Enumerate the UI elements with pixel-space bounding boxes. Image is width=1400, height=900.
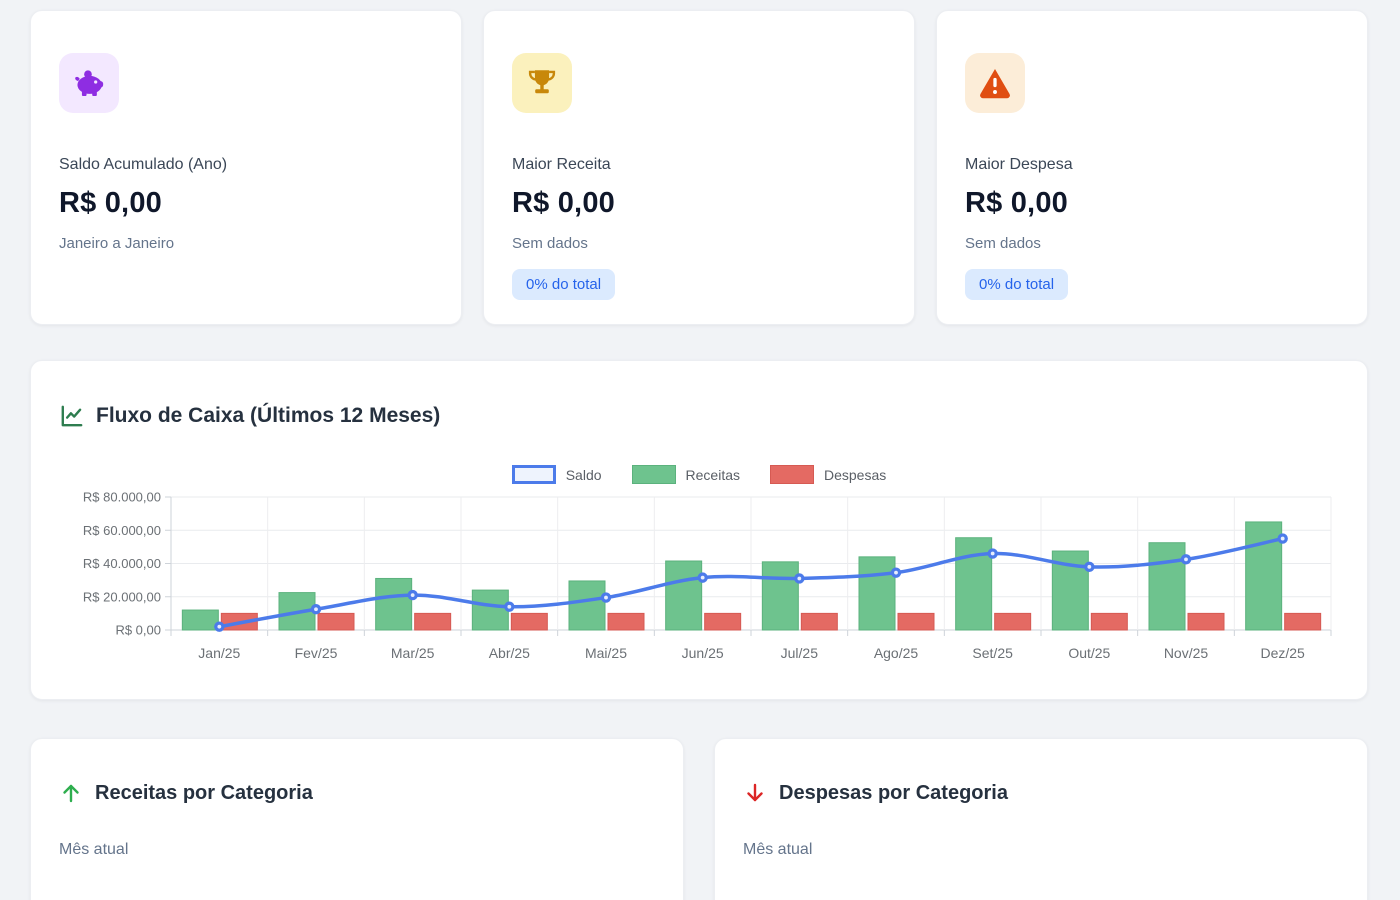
bar-despesas-Nov/25 bbox=[1187, 612, 1225, 631]
svg-text:Set/25: Set/25 bbox=[972, 645, 1013, 661]
stat-card-subtitle: Janeiro a Janeiro bbox=[59, 235, 175, 252]
stat-card-subtitle: Sem dados bbox=[512, 235, 588, 252]
despesas-por-categoria-card: Despesas por Categoria Mês atual bbox=[714, 738, 1368, 900]
percent-of-total-badge: 0% do total bbox=[965, 269, 1069, 300]
bar-receitas-Jun/25 bbox=[665, 560, 703, 631]
bar-receitas-Nov/25 bbox=[1148, 542, 1186, 631]
stat-card-value: R$ 0,00 bbox=[965, 187, 1068, 219]
svg-text:R$ 60.000,00: R$ 60.000,00 bbox=[83, 523, 161, 538]
bar-despesas-Mar/25 bbox=[414, 612, 452, 631]
arrow-up-icon bbox=[59, 781, 83, 805]
chart-line-icon bbox=[59, 403, 85, 429]
legend-item-despesas[interactable]: Despesas bbox=[770, 465, 886, 484]
svg-text:Mai/25: Mai/25 bbox=[585, 645, 627, 661]
bar-despesas-Ago/25 bbox=[897, 612, 935, 631]
bar-despesas-Jul/25 bbox=[800, 612, 838, 631]
bar-receitas-Abr/25 bbox=[471, 589, 509, 631]
bar-despesas-Fev/25 bbox=[317, 612, 355, 631]
bar-despesas-Dez/25 bbox=[1284, 612, 1322, 631]
svg-text:Mar/25: Mar/25 bbox=[391, 645, 435, 661]
svg-text:R$ 40.000,00: R$ 40.000,00 bbox=[83, 556, 161, 571]
stat-card-title: Maior Receita bbox=[512, 156, 611, 173]
receitas-title-row: Receitas por Categoria bbox=[59, 781, 655, 805]
svg-text:Nov/25: Nov/25 bbox=[1164, 645, 1209, 661]
legend-swatch-receitas bbox=[631, 465, 676, 484]
stats-row: Saldo Acumulado (Ano) R$ 0,00 Janeiro a … bbox=[30, 10, 1368, 325]
bar-receitas-Jan/25 bbox=[181, 609, 219, 631]
svg-text:Jan/25: Jan/25 bbox=[198, 645, 240, 661]
legend-swatch-saldo bbox=[511, 465, 556, 484]
saldo-line bbox=[217, 536, 1285, 629]
despesas-title-row: Despesas por Categoria bbox=[743, 781, 1339, 805]
bar-despesas-Abr/25 bbox=[510, 612, 548, 631]
svg-text:Ago/25: Ago/25 bbox=[874, 645, 919, 661]
stat-card-saldo-acumulado: Saldo Acumulado (Ano) R$ 0,00 Janeiro a … bbox=[30, 10, 462, 325]
stat-card-title: Saldo Acumulado (Ano) bbox=[59, 156, 228, 173]
despesas-section-title: Despesas por Categoria bbox=[779, 781, 1008, 804]
receitas-section-subtitle: Mês atual bbox=[59, 841, 129, 858]
stat-card-maior-despesa: Maior Despesa R$ 0,00 Sem dados 0% do to… bbox=[936, 10, 1368, 325]
svg-text:Abr/25: Abr/25 bbox=[489, 645, 530, 661]
bar-despesas-Jun/25 bbox=[704, 612, 742, 631]
svg-text:Jun/25: Jun/25 bbox=[682, 645, 724, 661]
bar-despesas-Mai/25 bbox=[607, 612, 645, 631]
cashflow-title: Fluxo de Caixa (Últimos 12 Meses) bbox=[96, 404, 441, 427]
stat-card-title: Maior Despesa bbox=[965, 156, 1073, 173]
despesas-section-subtitle: Mês atual bbox=[743, 841, 813, 858]
legend-label-saldo: Saldo bbox=[565, 466, 602, 483]
svg-text:R$ 20.000,00: R$ 20.000,00 bbox=[83, 589, 161, 604]
legend-label-despesas: Despesas bbox=[824, 466, 887, 483]
stat-card-value: R$ 0,00 bbox=[59, 187, 162, 219]
bar-receitas-Jul/25 bbox=[761, 561, 799, 631]
legend-swatch-despesas bbox=[770, 465, 814, 484]
category-row: Receitas por Categoria Mês atual Despesa… bbox=[30, 738, 1368, 900]
cashflow-chart-svg: R$ 0,00 R$ 20.000,00 R$ 40.000,00 R$ 60.000… bbox=[83, 491, 1332, 661]
chart-legend: Saldo Receitas Despesas bbox=[59, 465, 1339, 484]
bar-receitas-Mai/25 bbox=[568, 580, 606, 631]
bar-receitas-Ago/25 bbox=[858, 556, 896, 631]
svg-text:Fev/25: Fev/25 bbox=[295, 645, 338, 661]
legend-item-receitas[interactable]: Receitas bbox=[631, 465, 740, 484]
bar-despesas-Out/25 bbox=[1090, 612, 1128, 631]
receitas-por-categoria-card: Receitas por Categoria Mês atual bbox=[30, 738, 684, 900]
warning-triangle-icon bbox=[965, 53, 1025, 113]
stat-card-subtitle: Sem dados bbox=[965, 235, 1041, 252]
piggy-bank-icon bbox=[59, 53, 119, 113]
bar-receitas-Mar/25 bbox=[375, 577, 413, 631]
svg-text:Dez/25: Dez/25 bbox=[1260, 645, 1305, 661]
stat-card-maior-receita: Maior Receita R$ 0,00 Sem dados 0% do to… bbox=[483, 10, 915, 325]
stat-card-value: R$ 0,00 bbox=[512, 187, 615, 219]
legend-item-saldo[interactable]: Saldo bbox=[511, 465, 602, 484]
percent-of-total-badge: 0% do total bbox=[512, 269, 616, 300]
arrow-down-icon bbox=[743, 781, 767, 805]
bar-receitas-Set/25 bbox=[955, 537, 993, 631]
cashflow-card: Fluxo de Caixa (Últimos 12 Meses) Saldo R… bbox=[30, 360, 1368, 700]
trophy-icon bbox=[512, 53, 572, 113]
bar-despesas-Set/25 bbox=[994, 612, 1032, 631]
legend-label-receitas: Receitas bbox=[685, 466, 740, 483]
svg-text:Jul/25: Jul/25 bbox=[781, 645, 819, 661]
receitas-section-title: Receitas por Categoria bbox=[95, 781, 313, 804]
bar-receitas-Dez/25 bbox=[1245, 521, 1283, 631]
svg-text:R$ 80.000,00: R$ 80.000,00 bbox=[83, 491, 161, 505]
svg-text:R$ 0,00: R$ 0,00 bbox=[115, 623, 161, 638]
cashflow-title-row: Fluxo de Caixa (Últimos 12 Meses) bbox=[59, 403, 1339, 429]
svg-text:Out/25: Out/25 bbox=[1068, 645, 1110, 661]
